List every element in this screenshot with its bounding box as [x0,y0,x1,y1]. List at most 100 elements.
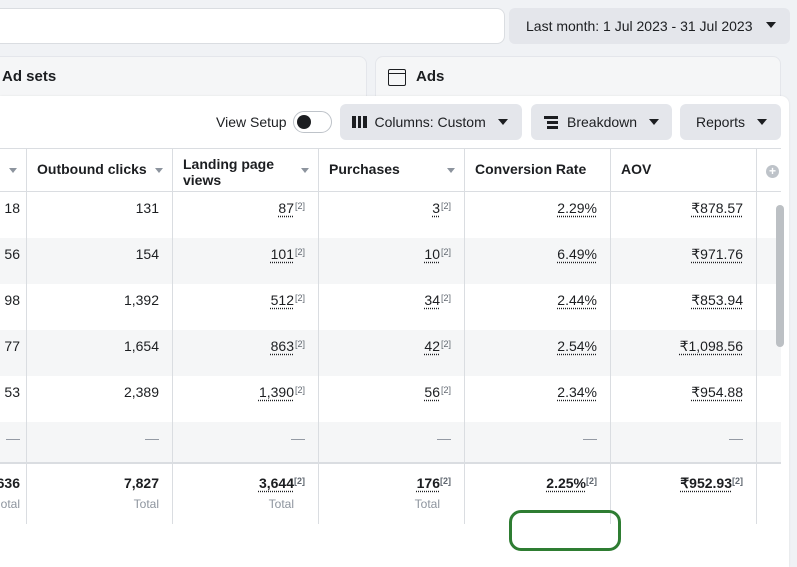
table-cell: 56 [0,238,27,284]
cell-value[interactable]: 2.34% [557,384,597,400]
breakdown-button[interactable]: Breakdown [531,104,672,140]
column-header-outbound-clicks[interactable]: Outbound clicks [27,149,173,192]
column-header-label: Conversion Rate [475,161,587,177]
table-cell: — [0,422,27,468]
column-header-truncated[interactable] [0,149,27,192]
cell-value[interactable]: ₹954.88 [691,384,743,400]
cell-value[interactable]: 42 [424,338,440,354]
column-header-aov[interactable]: AOV [611,149,757,192]
table-cell: 2.34% [465,376,611,422]
total-value[interactable]: 2.25% [546,475,586,491]
tab-ad-sets[interactable]: Ad sets [0,56,367,100]
cell-value: 56 [4,246,20,262]
cell-value: — [583,430,597,446]
cell-value[interactable]: 6.49% [557,246,597,262]
total-cell: 3,644 [2] Total [173,464,319,524]
cell-value[interactable]: 863 [270,338,294,354]
cell-value[interactable]: 1,390 [258,384,294,400]
chevron-down-icon [766,22,776,28]
add-column-button[interactable]: + [757,149,781,192]
cell-value[interactable]: ₹853.94 [691,292,743,308]
table-cell: 512 [2] [173,284,319,330]
columns-button-label: Columns: Custom [374,114,486,130]
total-value: 7,827 [123,475,159,491]
total-value[interactable]: ₹952.93 [680,475,732,491]
note-marker: [2] [732,476,743,486]
cell-value: — [291,430,305,446]
cell-value: 154 [135,246,159,262]
table-cell: 42 [2] [319,330,465,376]
cell-value[interactable]: 2.44% [557,292,597,308]
total-label: Total [414,497,440,511]
column-header-landing-page-views[interactable]: Landing page views [173,149,319,192]
cell-value: 131 [135,200,159,216]
cell-value: — [6,430,20,446]
cell-value[interactable]: ₹878.57 [691,200,743,216]
tab-ads-label: Ads [416,68,445,85]
table-row: 77 1,654 863 [2] 42 [2] 2.54% ₹1,098.56 [0,330,781,376]
plus-icon: + [766,165,779,178]
total-label: Total [268,497,294,511]
columns-icon [352,116,367,128]
column-header-purchases[interactable]: Purchases [319,149,465,192]
cell-value[interactable]: ₹1,098.56 [679,338,743,354]
cell-value[interactable]: 2.29% [557,200,597,216]
search-input[interactable] [0,8,505,44]
tab-ads[interactable]: Ads [375,56,781,100]
note-marker: [2] [294,339,305,349]
cell-value[interactable]: 101 [270,246,294,262]
cell-value: 1,654 [123,338,159,354]
cell-value: — [437,430,451,446]
view-setup-toggle[interactable] [293,111,332,133]
note-marker: [2] [440,385,451,395]
total-cell: 7,827 Total [27,464,173,524]
breakdown-icon [544,115,558,129]
table-cell: 98 [0,284,27,330]
table-cell: — [319,422,465,468]
cell-value[interactable]: 3 [432,200,440,216]
table-cell: 56 [2] [319,376,465,422]
note-marker: [2] [440,201,451,211]
note-marker: [2] [294,476,305,486]
vertical-scrollbar[interactable] [776,205,784,347]
table-cell: — [27,422,173,468]
total-cell: 636 otal [0,464,27,524]
cell-value: 98 [4,292,20,308]
total-label: Total [133,497,159,511]
columns-button[interactable]: Columns: Custom [340,104,522,140]
chevron-down-icon [497,119,508,125]
column-header-label: Outbound clicks [37,161,147,177]
table-cell: ₹971.76 [611,238,757,284]
table-row: 53 2,389 1,390 [2] 56 [2] 2.34% ₹954.88 [0,376,781,422]
table-cell: 87 [2] [173,192,319,238]
cell-value: — [145,430,159,446]
table-cell: 2.29% [465,192,611,238]
chevron-down-icon [649,119,660,125]
cell-value[interactable]: 2.54% [557,338,597,354]
total-cell: ₹952.93 [2] [611,464,757,524]
date-range-picker[interactable]: Last month: 1 Jul 2023 - 31 Jul 2023 [509,8,790,44]
cell-value: 77 [4,338,20,354]
table-row: 56 154 101 [2] 10 [2] 6.49% ₹971.76 [0,238,781,284]
sort-icon [301,168,309,173]
table-row: — — — — — — [0,422,781,468]
column-header-conversion-rate[interactable]: Conversion Rate [465,149,611,192]
cell-value[interactable]: 56 [424,384,440,400]
total-cell: 2.25% [2] [465,464,611,524]
total-value[interactable]: 176 [416,475,440,491]
table-cell: 2.54% [465,330,611,376]
cell-value[interactable]: 10 [424,246,440,262]
total-value[interactable]: 3,644 [258,475,294,491]
cell-value[interactable]: 87 [278,200,294,216]
cell-value[interactable]: 34 [424,292,440,308]
table-cell: 3 [2] [319,192,465,238]
note-marker: [2] [440,247,451,257]
total-cell: 176 [2] Total [319,464,465,524]
breakdown-button-label: Breakdown [567,114,638,130]
reports-button[interactable]: Reports [680,104,781,140]
cell-value[interactable]: 512 [270,292,294,308]
cell-value[interactable]: ₹971.76 [691,246,743,262]
chevron-down-icon [757,119,768,125]
cell-value: 2,389 [123,384,159,400]
sort-icon [9,168,17,173]
